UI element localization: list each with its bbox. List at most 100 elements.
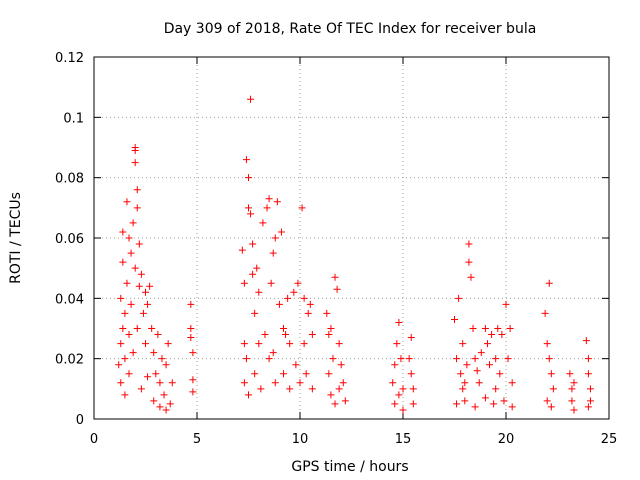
data-point xyxy=(273,198,281,206)
data-point xyxy=(142,288,149,296)
data-point xyxy=(271,234,279,242)
data-point xyxy=(508,379,516,387)
data-point xyxy=(150,349,158,357)
data-point xyxy=(133,204,141,212)
data-point xyxy=(259,219,267,227)
data-point xyxy=(247,95,255,103)
data-point xyxy=(409,400,417,408)
data-point xyxy=(469,325,477,332)
data-point xyxy=(300,340,308,348)
data-point xyxy=(137,270,145,278)
data-point xyxy=(249,240,257,248)
data-point xyxy=(547,403,555,411)
data-point xyxy=(137,385,145,393)
data-point xyxy=(545,279,553,287)
data-point xyxy=(325,370,333,378)
data-point xyxy=(549,385,557,393)
data-point xyxy=(409,385,417,393)
data-point xyxy=(253,264,261,272)
data-point xyxy=(341,397,349,405)
data-point xyxy=(475,379,483,387)
data-point xyxy=(294,279,302,287)
data-point xyxy=(257,385,265,393)
data-point xyxy=(148,325,156,332)
data-point xyxy=(389,379,397,387)
data-point xyxy=(451,315,458,323)
data-point xyxy=(504,355,512,363)
data-point xyxy=(453,400,461,408)
data-point xyxy=(333,285,341,293)
data-point xyxy=(123,279,131,287)
data-point xyxy=(308,331,316,339)
data-point xyxy=(271,379,279,387)
data-point xyxy=(584,370,592,378)
data-point xyxy=(488,331,496,339)
data-point xyxy=(335,385,343,393)
data-point xyxy=(251,370,259,378)
data-point xyxy=(125,370,133,378)
x-tick-label: 10 xyxy=(292,432,309,447)
data-point xyxy=(568,397,576,405)
data-point xyxy=(286,385,294,393)
data-point xyxy=(463,361,471,369)
data-point xyxy=(245,174,252,182)
data-point xyxy=(541,309,549,317)
data-point xyxy=(238,246,246,254)
data-point xyxy=(242,355,250,363)
data-point xyxy=(154,331,162,339)
data-point xyxy=(131,264,139,272)
x-axis-label: GPS time / hours xyxy=(291,459,408,475)
data-point xyxy=(481,325,489,332)
x-tick-labels: 0 5 10 15 20 25 xyxy=(90,432,617,447)
data-point xyxy=(486,361,494,369)
y-tick-labels: 0 0.02 0.04 0.06 0.08 0.1 0.12 xyxy=(55,51,84,428)
data-point xyxy=(477,349,485,357)
data-point xyxy=(275,300,283,308)
data-point xyxy=(586,397,594,405)
data-point xyxy=(508,403,516,411)
data-point xyxy=(492,355,500,363)
data-point xyxy=(570,406,578,414)
data-point xyxy=(502,300,510,308)
data-point xyxy=(323,309,331,317)
data-point xyxy=(461,397,469,405)
y-tick-label: 0.06 xyxy=(55,232,84,247)
data-point xyxy=(240,340,248,348)
data-point xyxy=(129,349,137,357)
data-point xyxy=(543,397,551,405)
data-point xyxy=(286,340,294,348)
data-point xyxy=(269,349,277,357)
data-point xyxy=(131,147,139,155)
data-point xyxy=(337,361,345,369)
data-point xyxy=(280,325,288,332)
data-point xyxy=(156,403,164,411)
data-point xyxy=(269,249,277,257)
data-point xyxy=(492,385,500,393)
data-point xyxy=(568,385,576,393)
data-point xyxy=(490,400,498,408)
data-point xyxy=(584,355,592,363)
data-point xyxy=(242,156,250,164)
data-point xyxy=(453,355,461,363)
data-point xyxy=(500,397,508,405)
data-point xyxy=(329,355,337,363)
data-point xyxy=(465,258,473,266)
data-point xyxy=(119,325,127,332)
data-point xyxy=(300,294,308,302)
data-point xyxy=(267,279,275,287)
data-point xyxy=(144,300,152,308)
data-point xyxy=(339,379,347,387)
data-point xyxy=(263,204,271,212)
data-point xyxy=(119,228,127,236)
plot-frame xyxy=(93,56,610,420)
data-point xyxy=(545,355,553,363)
y-tick-label: 0.02 xyxy=(55,353,84,368)
data-point xyxy=(391,361,399,369)
grid-lines xyxy=(94,57,609,419)
data-point xyxy=(395,318,403,326)
data-point xyxy=(302,370,310,378)
data-points xyxy=(115,95,594,414)
data-point xyxy=(255,288,263,296)
data-point xyxy=(152,370,160,378)
